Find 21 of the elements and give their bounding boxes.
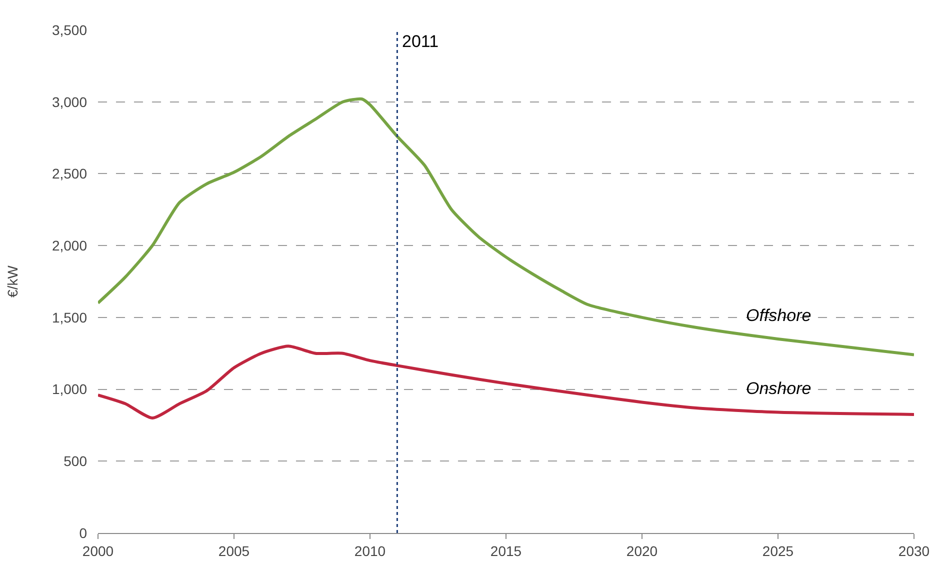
x-tick-label: 2000 [82,542,114,559]
y-tick-label: 3,500 [52,22,88,38]
y-tick-label: 1,000 [52,381,88,398]
x-tick-label: 2015 [490,542,522,559]
y-axis-title: €/kW [4,264,21,298]
x-tick-label: 2025 [762,542,794,559]
y-tick-label: 2,500 [52,166,88,182]
y-tick-label: 0 [79,524,88,541]
line-series [98,344,914,420]
y-tick-label: 500 [64,453,88,470]
x-tick-label: 2020 [626,542,658,559]
series-label: Onshore [746,379,812,398]
series-label: Offshore [746,306,812,325]
y-tick-label: 3,000 [52,94,88,110]
x-tick-label: 2010 [354,542,386,559]
ref-line-label: 2011 [402,32,439,51]
x-tick-label: 2030 [898,542,930,559]
y-tick-label: 1,500 [52,309,88,326]
y-tick-label: 2,000 [52,237,88,254]
line-series [98,97,914,356]
x-tick-label: 2005 [218,542,250,559]
